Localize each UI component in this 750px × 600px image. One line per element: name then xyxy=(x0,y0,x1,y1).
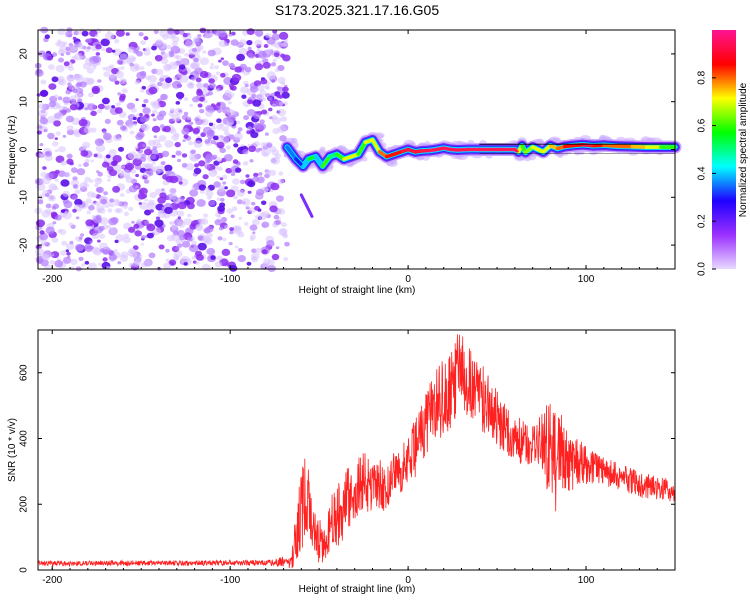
ridge-core-segment xyxy=(514,148,519,153)
colorbar-ticks: 0.0 0.2 0.4 0.6 0.8 xyxy=(697,70,716,276)
x-tick-label: 100 xyxy=(578,274,595,285)
spectrogram-y-axis-label: Frequency (Hz) xyxy=(7,116,18,185)
snr-y-tick-label: 0 xyxy=(19,567,30,573)
y-tick-label: -20 xyxy=(19,237,30,252)
ridge-segment xyxy=(602,143,620,148)
y-tick-label: 20 xyxy=(19,48,30,60)
colorbar-label: Normalized spectral amplitude xyxy=(738,82,749,217)
snr-y-tick-label: 600 xyxy=(19,364,30,381)
ridge-core-segment xyxy=(415,149,423,153)
spectrogram-data xyxy=(34,26,682,273)
snr-x-tick-label: 0 xyxy=(405,575,411,586)
ridge-core-segment xyxy=(436,147,444,151)
y-tick-label: -10 xyxy=(19,190,30,205)
snr-axes: -200 -100 0 100 0 200 400 600 xyxy=(19,330,676,586)
ridge-segment xyxy=(591,143,606,148)
snr-background xyxy=(38,330,675,570)
ridge-core-segment xyxy=(582,143,594,147)
noise-speckle xyxy=(34,26,291,273)
ridge-core xyxy=(400,143,594,153)
ridge-core-segment xyxy=(407,148,416,153)
snr-x-tick-label: -100 xyxy=(220,575,240,586)
snr-y-tick-label: 200 xyxy=(19,495,30,512)
ridge-segment xyxy=(285,145,298,161)
snr-frame xyxy=(37,329,676,571)
snr-x-tick-label: -200 xyxy=(42,575,62,586)
snr-x-axis-label: Height of straight line (km) xyxy=(299,584,416,595)
ridge-core-segment xyxy=(400,148,409,153)
ridge-segment xyxy=(630,144,649,149)
y-tick-label: 0 xyxy=(19,146,30,152)
ridge-segment xyxy=(570,142,585,148)
colorbar-tick-label: 0.6 xyxy=(697,118,708,132)
snr-y-axis-label: SNR (10 * v/v) xyxy=(7,418,18,482)
figure-title: S173.2025.321.17.16.G05 xyxy=(275,2,439,18)
colorbar-tick-label: 0.8 xyxy=(697,70,708,84)
ridge-segment xyxy=(320,154,332,168)
x-tick-label: 0 xyxy=(405,274,411,285)
snr-panel: -200 -100 0 100 0 200 400 600 Height of straigh… xyxy=(7,329,676,595)
ridge-segment xyxy=(370,138,382,154)
ridge-core-segment xyxy=(429,148,437,152)
ridge-core-segment xyxy=(457,148,469,151)
y-tick-label: 10 xyxy=(19,96,30,108)
snr-series-line xyxy=(37,334,676,569)
x-tick-label: -200 xyxy=(42,274,62,285)
colorbar-tick-label: 0.0 xyxy=(697,262,708,276)
ridge-segment xyxy=(530,145,546,154)
echo-streak xyxy=(299,193,314,218)
colorbar-tick-label: 0.2 xyxy=(697,214,708,228)
colorbar: 0.0 0.2 0.4 0.6 0.8 Normalized spectral ampl… xyxy=(697,30,749,276)
ridge-core-segment xyxy=(443,147,451,151)
colorbar-gradient xyxy=(712,30,736,269)
ridge-segment xyxy=(356,140,368,157)
ridge-segment xyxy=(313,154,325,168)
ridge-core-segment xyxy=(450,148,458,151)
x-tick-label: -100 xyxy=(220,274,240,285)
snr-x-tick-label: 100 xyxy=(578,575,595,586)
colorbar-tick-label: 0.4 xyxy=(697,166,708,180)
spectrogram-x-axis-label: Height of straight line (km) xyxy=(299,285,416,296)
snr-y-tick-label: 400 xyxy=(19,430,30,447)
